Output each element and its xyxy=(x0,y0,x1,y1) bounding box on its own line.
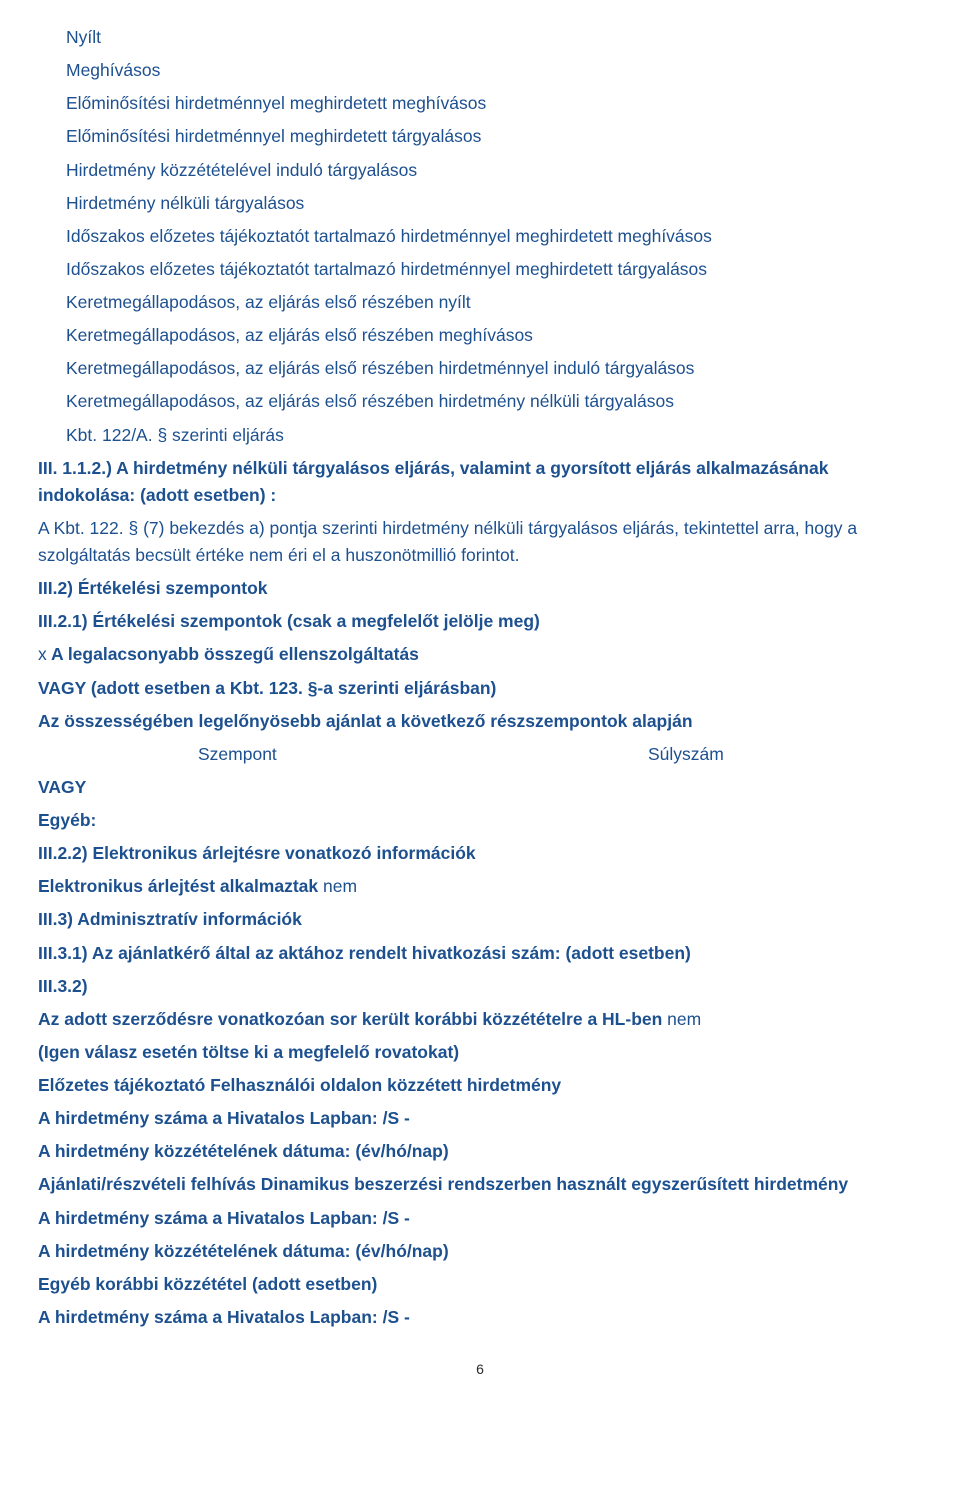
list-item: Keretmegállapodásos, az eljárás első rés… xyxy=(38,388,922,415)
checkbox-marker-x: x xyxy=(38,644,47,664)
heading-III-2-1: III.2.1) Értékelési szempontok (csak a m… xyxy=(38,608,922,635)
list-item: Előminősítési hirdetménnyel meghirdetett… xyxy=(38,90,922,117)
list-item: Előminősítési hirdetménnyel meghirdetett… xyxy=(38,123,922,150)
criteria-table-header: Szempont Súlyszám xyxy=(38,741,922,768)
list-item: Hirdetmény nélküli tárgyalásos xyxy=(38,190,922,217)
list-item: Kbt. 122/A. § szerinti eljárás xyxy=(38,422,922,449)
e-auction-value: nem xyxy=(323,876,357,896)
list-item: Keretmegállapodásos, az eljárás első rés… xyxy=(38,355,922,382)
page-number: 6 xyxy=(38,1359,922,1381)
notice-number-1: A hirdetmény száma a Hivatalos Lapban: /… xyxy=(38,1105,922,1132)
publication-date-1: A hirdetmény közzétételének dátuma: (év/… xyxy=(38,1138,922,1165)
heading-III-3: III.3) Adminisztratív információk xyxy=(38,906,922,933)
prior-publication-value: nem xyxy=(667,1009,701,1029)
other-prior-publication: Egyéb korábbi közzététel (adott esetben) xyxy=(38,1271,922,1298)
criteria-lowest-price: x A legalacsonyabb összegű ellenszolgált… xyxy=(38,641,922,668)
e-auction-label: Elektronikus árlejtést alkalmaztak xyxy=(38,876,323,896)
publication-date-2: A hirdetmény közzétételének dátuma: (év/… xyxy=(38,1238,922,1265)
egyeb-label: Egyéb: xyxy=(38,807,922,834)
heading-III-3-2: III.3.2) xyxy=(38,973,922,1000)
criteria-lowest-price-label: A legalacsonyabb összegű ellenszolgáltat… xyxy=(47,644,419,664)
paragraph-justification: A Kbt. 122. § (7) bekezdés a) pontja sze… xyxy=(38,515,922,569)
vagy-label: VAGY xyxy=(38,774,922,801)
list-item: Időszakos előzetes tájékoztatót tartalma… xyxy=(38,256,922,283)
list-item: Meghívásos xyxy=(38,57,922,84)
list-item: Hirdetmény közzétételével induló tárgyal… xyxy=(38,157,922,184)
heading-III-3-1: III.3.1) Az ajánlatkérő által az aktához… xyxy=(38,940,922,967)
document-page: Nyílt Meghívásos Előminősítési hirdetmén… xyxy=(0,0,960,1441)
list-item: Keretmegállapodásos, az eljárás első rés… xyxy=(38,322,922,349)
prior-notice-options: Előzetes tájékoztató Felhasználói oldalo… xyxy=(38,1072,922,1099)
column-header-szempont: Szempont xyxy=(38,741,588,768)
call-options: Ajánlati/részvételi felhívás Dinamikus b… xyxy=(38,1171,922,1198)
notice-number-3: A hirdetmény száma a Hivatalos Lapban: /… xyxy=(38,1304,922,1331)
if-yes-note: (Igen válasz esetén töltse ki a megfelel… xyxy=(38,1039,922,1066)
heading-III-2: III.2) Értékelési szempontok xyxy=(38,575,922,602)
list-item: Keretmegállapodásos, az eljárás első rés… xyxy=(38,289,922,316)
criteria-most-advantageous: Az összességében legelőnyösebb ajánlat a… xyxy=(38,708,922,735)
column-header-sulyszam: Súlyszám xyxy=(588,741,724,768)
heading-III-1-1-2: III. 1.1.2.) A hirdetmény nélküli tárgya… xyxy=(38,455,922,509)
prior-publication-label: Az adott szerződésre vonatkozóan sor ker… xyxy=(38,1009,667,1029)
list-item: Időszakos előzetes tájékoztatót tartalma… xyxy=(38,223,922,250)
list-item: Nyílt xyxy=(38,24,922,51)
or-clause: VAGY (adott esetben a Kbt. 123. §-a szer… xyxy=(38,675,922,702)
heading-III-2-2: III.2.2) Elektronikus árlejtésre vonatko… xyxy=(38,840,922,867)
prior-publication-line: Az adott szerződésre vonatkozóan sor ker… xyxy=(38,1006,922,1033)
notice-number-2: A hirdetmény száma a Hivatalos Lapban: /… xyxy=(38,1205,922,1232)
e-auction-line: Elektronikus árlejtést alkalmaztak nem xyxy=(38,873,922,900)
